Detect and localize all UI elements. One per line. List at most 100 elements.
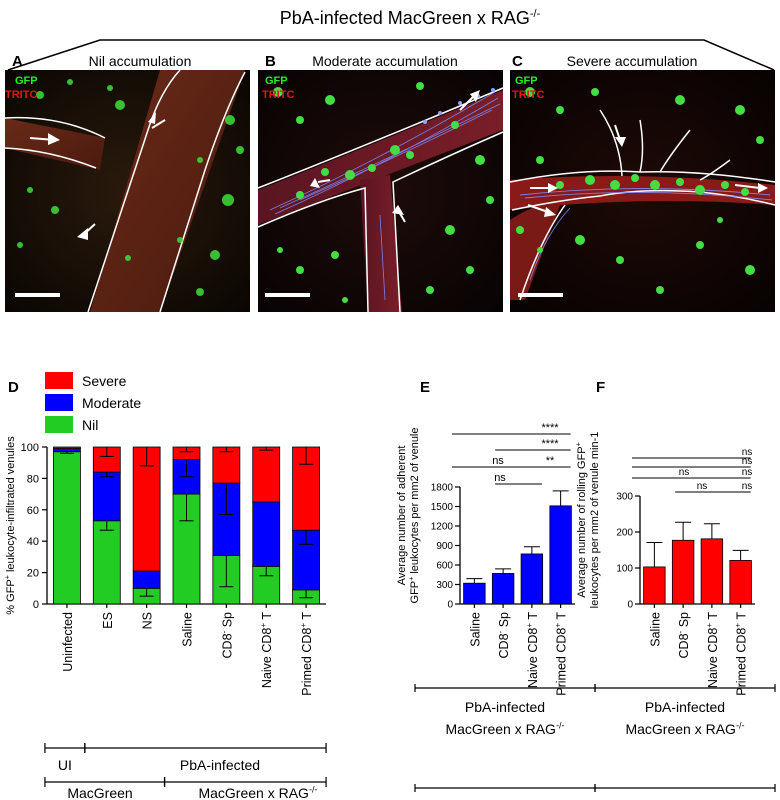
legend-swatch — [45, 394, 73, 411]
group-label-pba: PbA-infected — [180, 757, 260, 773]
significance-label: ns — [742, 467, 753, 478]
bar — [549, 505, 572, 605]
group-label-macgreen-rag: MacGreen x RAG-/- — [198, 784, 317, 800]
chart-d: 0 20 40 60 80 100 % GFP+ leukocyte-infiltrated… — [4, 372, 327, 800]
legend-label: Severe — [82, 373, 127, 389]
significance-label: ns — [494, 472, 506, 484]
y-tick-label: 0 — [33, 599, 39, 611]
x-tick-label: Primed CD8+ T — [554, 612, 569, 696]
y-tick-label: 20 — [27, 568, 39, 580]
x-tick-label: CD8- Sp — [676, 612, 691, 659]
panel-b-title: Moderate accumulation — [312, 53, 458, 69]
x-tick-label: Naive CD8+ T — [705, 612, 720, 688]
x-tick-label: Naive CD8+ T — [259, 612, 274, 688]
panel-letter-d: D — [8, 379, 19, 396]
chart-f: 0 100 200 300 Average number of rolling GFP+… — [575, 432, 776, 792]
panel-letter-b: B — [265, 53, 276, 70]
group-label-macgreen: MacGreen — [67, 785, 132, 800]
micrograph-a: GFP TRITC — [4, 69, 250, 313]
legend-label: Moderate — [82, 395, 141, 411]
footer-label: MacGreen x RAG-/- — [625, 720, 744, 737]
label-tritc: TRITC — [5, 89, 37, 101]
bar — [643, 566, 666, 605]
y-axis-label: % GFP+ leukocyte-infiltrated venules — [4, 436, 17, 615]
y-tick-label: 300 — [436, 580, 453, 591]
chart-e: 0 300 600 900 1200 1500 1800 Average number of … — [396, 422, 596, 792]
figure-title: PbA-infected MacGreen x RAG-/- — [280, 8, 541, 28]
panel-letter-f: F — [596, 379, 605, 396]
bar — [700, 538, 724, 605]
y-tick-label: 100 — [616, 564, 633, 575]
x-tick-label: Primed CD8+ T — [734, 612, 749, 696]
group-label-ui: UI — [58, 757, 72, 773]
y-tick-label: 0 — [627, 600, 633, 611]
significance-label: **** — [541, 422, 559, 434]
bar-segment — [92, 520, 121, 605]
panel-a-title: Nil accumulation — [89, 53, 192, 69]
y-tick-label: 1200 — [431, 522, 454, 533]
y-tick-label: 1800 — [431, 483, 454, 494]
label-tritc: TRITC — [512, 89, 544, 101]
label-gfp: GFP — [15, 75, 38, 87]
bar-segment — [53, 446, 81, 449]
y-axis-label: leukocytes per mm2 of venule min-1 — [589, 432, 601, 609]
significance-label: ** — [546, 455, 555, 467]
bar-segment — [252, 501, 281, 567]
panel-c-title: Severe accumulation — [567, 53, 698, 69]
significance-label: **** — [541, 438, 559, 450]
label-tritc: TRITC — [262, 89, 294, 101]
x-tick-label: Primed CD8+ T — [299, 612, 314, 696]
bar-segment — [53, 448, 81, 453]
x-tick-label: CD8- Sp — [219, 612, 234, 659]
bar-segment — [132, 570, 161, 589]
x-tick-label: Uninfected — [61, 612, 75, 672]
label-gfp: GFP — [265, 75, 288, 87]
y-tick-label: 900 — [436, 541, 453, 552]
significance-label: ns — [742, 481, 753, 492]
x-tick-label: ES — [101, 612, 115, 629]
bar-segment — [53, 451, 81, 605]
micrograph-c: GFP TRITC — [509, 70, 776, 312]
y-tick-label: 1500 — [431, 502, 454, 513]
panel-letter-e: E — [420, 379, 430, 396]
micrograph-b: GFP TRITC — [257, 70, 504, 313]
bar — [671, 539, 695, 605]
legend-swatch — [45, 416, 73, 433]
significance-label: ns — [492, 455, 504, 467]
panel-letter-c: C — [512, 53, 523, 70]
x-tick-label: Saline — [648, 612, 662, 647]
x-tick-label: CD8- Sp — [496, 612, 511, 659]
y-tick-label: 100 — [21, 442, 39, 454]
x-tick-label: Naive CD8+ T — [525, 612, 540, 688]
panel-letter-a: A — [12, 53, 23, 70]
footer-label: PbA-infected — [465, 699, 545, 715]
y-axis-label: Average number of rolling GFP+ — [575, 442, 588, 598]
y-axis-label: Average number of adherent — [396, 446, 408, 586]
y-axis-label: GFP+ leukocytes per mm2 of venule — [408, 428, 421, 604]
y-tick-label: 200 — [616, 528, 633, 539]
bar — [520, 553, 544, 605]
label-gfp: GFP — [515, 75, 538, 87]
bar — [729, 560, 752, 605]
title-bracket — [7, 39, 775, 71]
bar-segment — [132, 446, 161, 572]
bar-segment — [92, 471, 121, 522]
bar-segment — [212, 446, 241, 484]
bar — [491, 573, 515, 605]
y-tick-label: 60 — [27, 505, 39, 517]
legend-label: Nil — [82, 417, 98, 433]
bar-segment — [252, 446, 281, 503]
x-tick-label: Saline — [468, 612, 482, 647]
y-tick-label: 40 — [27, 536, 39, 548]
y-tick-label: 80 — [27, 473, 39, 485]
significance-label: ns — [742, 447, 753, 458]
x-tick-label: NS — [141, 612, 155, 629]
significance-label: ns — [679, 467, 690, 478]
y-tick-label: 0 — [447, 600, 453, 611]
legend-swatch — [45, 372, 73, 389]
significance-label: ns — [742, 456, 753, 467]
x-tick-label: Saline — [181, 612, 195, 647]
significance-label: ns — [697, 481, 708, 492]
bar — [463, 582, 486, 605]
